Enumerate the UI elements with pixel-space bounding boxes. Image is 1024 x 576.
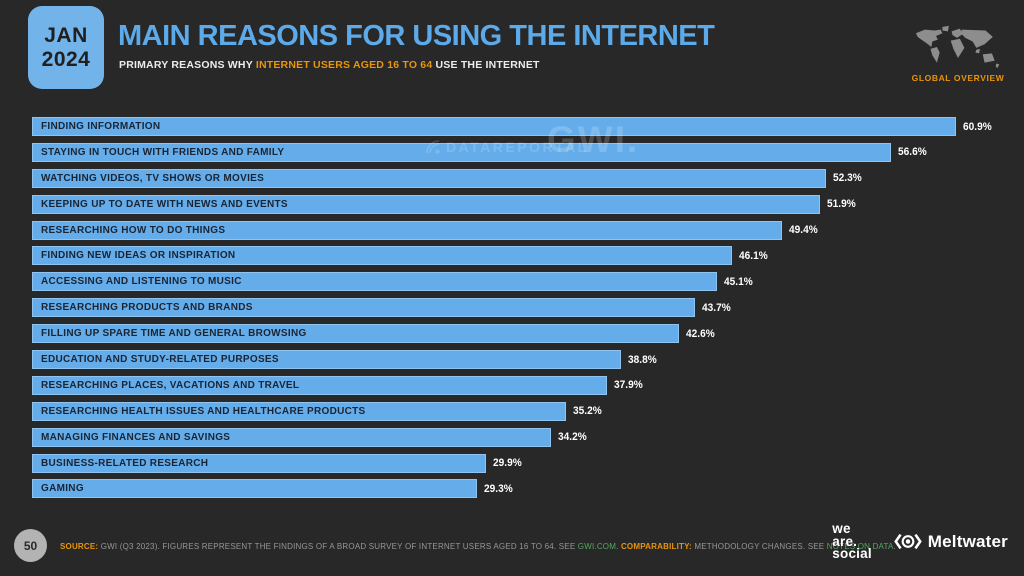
- footer-logos: we are. social Meltwater: [832, 521, 1008, 561]
- bar-row: ACCESSING AND LISTENING TO MUSIC 45.1%: [32, 272, 992, 292]
- bar-label: FINDING NEW IDEAS OR INSPIRATION: [41, 250, 236, 262]
- bar-value: 49.4%: [788, 224, 818, 237]
- bar-label: EDUCATION AND STUDY-RELATED PURPOSES: [41, 354, 279, 366]
- bar: EDUCATION AND STUDY-RELATED PURPOSES: [32, 350, 621, 370]
- bar-label: KEEPING UP TO DATE WITH NEWS AND EVENTS: [41, 198, 288, 210]
- bar-row: KEEPING UP TO DATE WITH NEWS AND EVENTS …: [32, 194, 992, 214]
- bar-label: WATCHING VIDEOS, TV SHOWS OR MOVIES: [41, 172, 265, 184]
- meltwater-icon: [894, 534, 922, 550]
- bar: GAMING: [32, 479, 477, 499]
- bar: MANAGING FINANCES AND SAVINGS: [32, 427, 552, 447]
- bar: FINDING NEW IDEAS OR INSPIRATION: [32, 246, 732, 266]
- bar: STAYING IN TOUCH WITH FRIENDS AND FAMILY: [32, 142, 892, 162]
- world-map-icon: [915, 25, 1000, 69]
- bar-row: FINDING NEW IDEAS OR INSPIRATION 46.1%: [32, 246, 992, 266]
- bar-label: RESEARCHING PLACES, VACATIONS AND TRAVEL: [41, 379, 300, 391]
- bar-label: ACCESSING AND LISTENING TO MUSIC: [41, 276, 242, 288]
- bar: RESEARCHING PRODUCTS AND BRANDS: [32, 298, 696, 318]
- bar-label: BUSINESS-RELATED RESEARCH: [41, 457, 209, 469]
- bar-value: 45.1%: [723, 275, 753, 288]
- bar-row: FINDING INFORMATION 60.9%: [32, 117, 992, 136]
- bar-label: FILLING UP SPARE TIME AND GENERAL BROWSI…: [41, 328, 307, 340]
- date-badge-year: 2024: [41, 47, 91, 71]
- bar-value: 34.2%: [558, 431, 587, 444]
- we-are-social-line2: are.: [832, 533, 858, 549]
- meltwater-logo: Meltwater: [894, 532, 1008, 552]
- bar-row: RESEARCHING HEALTH ISSUES AND HEALTHCARE…: [32, 401, 992, 421]
- bar-value: 35.2%: [573, 405, 602, 418]
- bar-label: MANAGING FINANCES AND SAVINGS: [41, 431, 231, 443]
- bar-value: 51.9%: [826, 198, 856, 211]
- we-are-social-logo: we are. social: [832, 521, 872, 561]
- subtitle-suffix: USE THE INTERNET: [432, 59, 540, 71]
- page-number-badge: 50: [14, 529, 47, 562]
- bar-chart: FINDING INFORMATION 60.9% STAYING IN TOU…: [32, 117, 992, 499]
- bar-row: RESEARCHING PLACES, VACATIONS AND TRAVEL…: [32, 375, 992, 395]
- source-label: SOURCE:: [60, 542, 99, 551]
- source-link: GWI.COM: [577, 542, 617, 551]
- bar-row: WATCHING VIDEOS, TV SHOWS OR MOVIES 52.3…: [32, 168, 992, 188]
- subtitle-highlight: INTERNET USERS AGED 16 TO 64: [255, 59, 433, 71]
- meltwater-name: Meltwater: [927, 531, 1008, 551]
- we-are-social-line3: social: [832, 546, 872, 561]
- bar-value: 38.8%: [627, 353, 657, 366]
- scope-label: GLOBAL OVERVIEW: [911, 73, 1005, 83]
- bar-value: 42.6%: [685, 327, 715, 340]
- bar-row: RESEARCHING PRODUCTS AND BRANDS 43.7%: [32, 298, 992, 318]
- bar: RESEARCHING HEALTH ISSUES AND HEALTHCARE…: [32, 401, 567, 421]
- bar-value: 46.1%: [738, 249, 768, 262]
- bar: WATCHING VIDEOS, TV SHOWS OR MOVIES: [32, 168, 826, 188]
- bar-label: RESEARCHING HEALTH ISSUES AND HEALTHCARE…: [41, 405, 366, 417]
- comparability-text: METHODOLOGY CHANGES. SEE: [691, 542, 827, 551]
- bar-row: BUSINESS-RELATED RESEARCH 29.9%: [32, 453, 992, 473]
- bar-value: 56.6%: [898, 146, 927, 159]
- we-are-social-line1: we: [832, 521, 851, 536]
- bar-value: 52.3%: [832, 172, 862, 185]
- bar-row: GAMING 29.3%: [32, 479, 992, 499]
- bar-row: RESEARCHING HOW TO DO THINGS 49.4%: [32, 220, 992, 240]
- bar: KEEPING UP TO DATE WITH NEWS AND EVENTS: [32, 194, 820, 214]
- source-note: SOURCE: GWI (Q3 2023). FIGURES REPRESENT…: [60, 542, 896, 551]
- bar: FINDING INFORMATION: [32, 117, 957, 136]
- bar-label: FINDING INFORMATION: [41, 121, 161, 132]
- subtitle-prefix: PRIMARY REASONS WHY: [119, 59, 256, 71]
- bar: BUSINESS-RELATED RESEARCH: [32, 453, 486, 473]
- bar: FILLING UP SPARE TIME AND GENERAL BROWSI…: [32, 324, 679, 344]
- bar-row: STAYING IN TOUCH WITH FRIENDS AND FAMILY…: [32, 142, 992, 162]
- bar: RESEARCHING HOW TO DO THINGS: [32, 220, 782, 240]
- page-title: MAIN REASONS FOR USING THE INTERNET: [118, 20, 715, 52]
- bar-value: 37.9%: [614, 379, 643, 392]
- comparability-label: COMPARABILITY:: [620, 542, 692, 551]
- bar-label: RESEARCHING HOW TO DO THINGS: [41, 224, 226, 236]
- bar: RESEARCHING PLACES, VACATIONS AND TRAVEL: [32, 375, 608, 395]
- bar-value: 29.9%: [492, 457, 522, 470]
- bar-label: STAYING IN TOUCH WITH FRIENDS AND FAMILY: [41, 146, 285, 158]
- bar-value: 29.3%: [483, 482, 513, 495]
- source-mid-text: .: [616, 542, 621, 551]
- source-text: GWI (Q3 2023). FIGURES REPRESENT THE FIN…: [98, 542, 578, 551]
- bar-label: RESEARCHING PRODUCTS AND BRANDS: [41, 302, 253, 314]
- source-end-text: .: [893, 542, 896, 551]
- bar-row: EDUCATION AND STUDY-RELATED PURPOSES 38.…: [32, 350, 992, 370]
- date-badge: JAN 2024: [28, 6, 104, 89]
- notes-on-data-link: NOTES ON DATA: [826, 542, 894, 551]
- bar-value: 43.7%: [702, 301, 731, 314]
- global-overview-block: GLOBAL OVERVIEW: [906, 25, 1010, 83]
- bar: ACCESSING AND LISTENING TO MUSIC: [32, 272, 717, 292]
- subtitle: PRIMARY REASONS WHY INTERNET USERS AGED …: [119, 59, 540, 71]
- bar-value: 60.9%: [963, 120, 993, 133]
- bar-label: GAMING: [41, 483, 84, 495]
- date-badge-month: JAN: [44, 23, 88, 47]
- bar-row: FILLING UP SPARE TIME AND GENERAL BROWSI…: [32, 324, 992, 344]
- bar-row: MANAGING FINANCES AND SAVINGS 34.2%: [32, 427, 992, 447]
